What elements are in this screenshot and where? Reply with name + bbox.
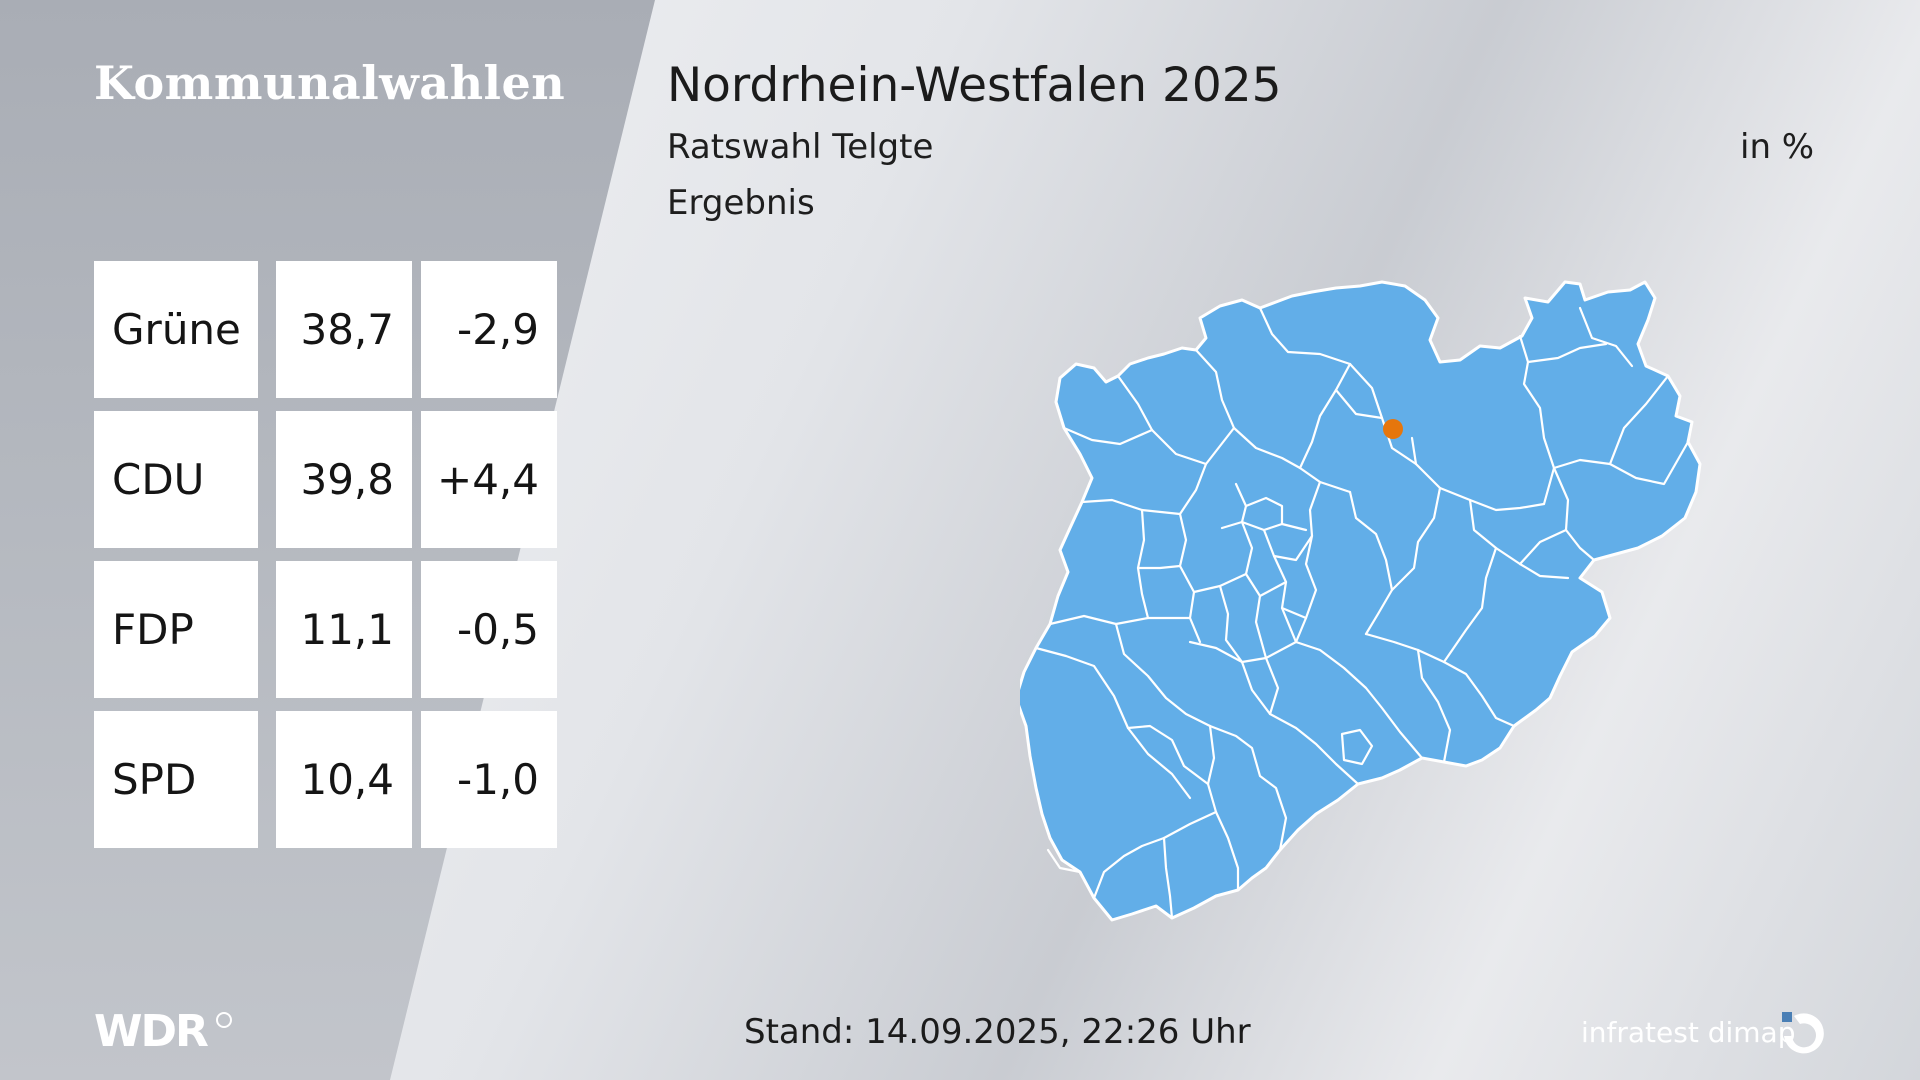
page-title: Nordrhein-Westfalen 2025 [667, 58, 1282, 113]
nrw-map-svg [1020, 280, 1702, 922]
unit-label: in % [1740, 127, 1815, 167]
results-table: Grüne 38,7 -2,9 CDU 39,8 +4,4 FDP 11,1 -… [94, 261, 557, 861]
party-name: SPD [94, 711, 258, 848]
result-label: Ergebnis [667, 183, 815, 223]
district-borders [1034, 306, 1690, 920]
party-change: -0,5 [421, 561, 557, 698]
party-change: +4,4 [421, 411, 557, 548]
party-name: CDU [94, 411, 258, 548]
party-name: FDP [94, 561, 258, 698]
telgte-marker [1383, 419, 1403, 439]
party-change: -2,9 [421, 261, 557, 398]
nrw-map [1020, 278, 1790, 978]
nrw-outline [1020, 280, 1702, 922]
result-row: FDP 11,1 -0,5 [94, 561, 557, 698]
party-change: -1,0 [421, 711, 557, 848]
result-row: SPD 10,4 -1,0 [94, 711, 557, 848]
party-name: Grüne [94, 261, 258, 398]
party-share: 39,8 [276, 411, 412, 548]
wdr-logo: WDR [94, 1006, 209, 1057]
result-row: CDU 39,8 +4,4 [94, 411, 557, 548]
subtitle: Ratswahl Telgte [667, 127, 934, 167]
registered-icon [216, 1012, 232, 1028]
result-row: Grüne 38,7 -2,9 [94, 261, 557, 398]
brand-title: Kommunalwahlen [94, 56, 566, 110]
party-share: 38,7 [276, 261, 412, 398]
party-share: 10,4 [276, 711, 412, 848]
timestamp: Stand: 14.09.2025, 22:26 Uhr [744, 1012, 1251, 1052]
infratest-logo-icon [1782, 1012, 1824, 1054]
pollster-name: infratest dimap [1581, 1016, 1796, 1049]
party-share: 11,1 [276, 561, 412, 698]
